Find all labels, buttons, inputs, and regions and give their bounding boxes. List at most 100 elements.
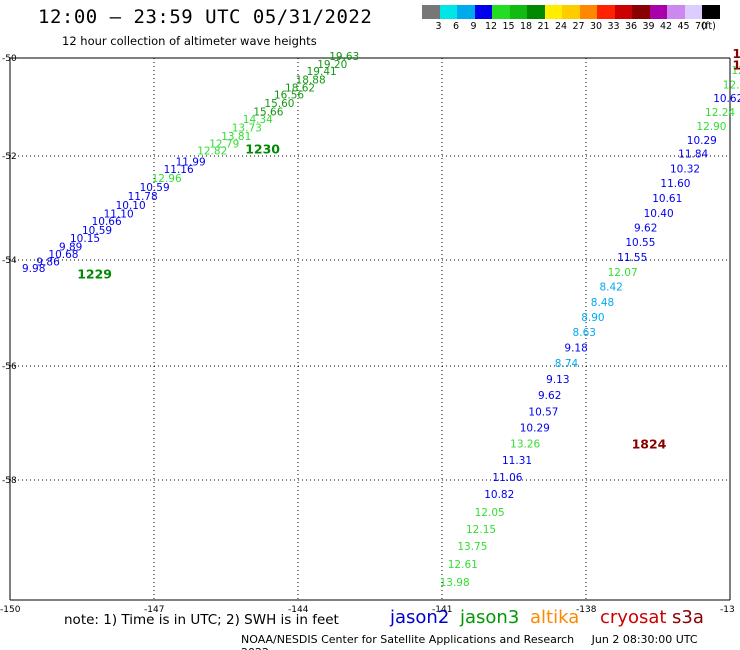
longitude-label: -141 [432, 605, 452, 615]
wave-height-value: 9.62 [634, 222, 657, 234]
wave-height-value: 12.61 [448, 559, 478, 571]
wave-height-value: 10.82 [484, 489, 514, 501]
wave-height-value: 9.89 [59, 242, 82, 254]
wave-height-value: 11.16 [164, 164, 194, 176]
scale-unit: (ft) [701, 21, 716, 32]
scale-label: 3 [435, 21, 442, 32]
wave-height-value: 9.62 [538, 390, 561, 402]
wave-height-value: 10.29 [520, 423, 550, 435]
scale-label: 6 [453, 21, 460, 32]
longitude-label: -13 [720, 605, 735, 615]
generated-timestamp: Jun 2 08:30:00 UTC 2022 [241, 633, 698, 650]
longitude-label: -147 [144, 605, 164, 615]
scale-swatch [544, 5, 562, 19]
scale-label: 15 [502, 21, 515, 32]
wave-height-value: 8.63 [573, 327, 596, 339]
wave-height-value: 13.26 [510, 439, 540, 451]
wave-height-value: 19.63 [329, 51, 359, 63]
wave-height-value: 12.05 [475, 507, 505, 519]
wave-height-value: 13.73 [232, 123, 262, 135]
longitude-label: -138 [576, 605, 597, 615]
satellite-legend-jason3: jason3 [460, 607, 520, 628]
wave-height-value: 13.98 [440, 577, 470, 589]
scale-label: 12 [485, 21, 498, 32]
wave-height-value: 18.62 [285, 82, 315, 94]
wave-height-value: 10.61 [652, 193, 682, 205]
wave-height-value: 8.74 [555, 358, 579, 370]
wave-height-value: 19.41 [307, 66, 337, 78]
wave-height-value: 10.29 [687, 135, 717, 147]
wave-height-value: 9.86 [36, 256, 60, 268]
scale-label: 27 [572, 21, 585, 32]
wave-height-value: 8.42 [599, 282, 622, 294]
scale-label: 21 [537, 21, 550, 32]
wave-height-value: 12.90 [696, 121, 726, 133]
scale-swatch [702, 5, 720, 19]
wave-height-value: 12.79 [209, 139, 239, 151]
wave-height-value: 10.62 [713, 93, 740, 105]
latitude-label: -54 [2, 256, 17, 266]
track-time-label: 1824 [632, 437, 667, 452]
scale-swatch [509, 5, 527, 19]
wave-height-value: 10.15 [70, 233, 100, 245]
scale-label: 18 [520, 21, 533, 32]
latitude-label: -56 [2, 362, 17, 372]
wave-height-value: 11.84 [678, 149, 708, 161]
scale-swatch [439, 5, 457, 19]
scale-label: 30 [590, 21, 603, 32]
wave-height-value: 15.60 [264, 98, 294, 110]
scale-swatch [684, 5, 702, 19]
wave-height-value: 8.90 [581, 312, 604, 324]
scale-label: 9 [470, 21, 477, 32]
footer-credit-line: NOAA/NESDIS Center for Satellite Applica… [241, 633, 740, 650]
wave-height-value: 13.75 [457, 541, 487, 553]
scale-swatch [597, 5, 615, 19]
wave-height-value: 11.99 [176, 156, 206, 168]
scale-swatch [614, 5, 632, 19]
wave-height-value: 18.88 [296, 74, 326, 86]
scale-label: 45 [677, 21, 690, 32]
track-time-label: 1 [732, 46, 740, 61]
satellite-legend-cryosat: cryosat [600, 607, 667, 628]
wave-height-value: 16.56 [274, 90, 304, 102]
wave-height-value: 19.20 [317, 59, 347, 71]
scale-swatch [632, 5, 650, 19]
scale-swatch [527, 5, 545, 19]
wave-height-value: 9.13 [546, 374, 569, 386]
wave-height-value: 10.66 [92, 216, 122, 228]
scale-swatch [422, 5, 440, 19]
scale-label: 24 [555, 21, 568, 32]
wave-height-value: 13.81 [221, 131, 251, 143]
wave-height-value: 12.24 [705, 107, 735, 119]
wave-height-value: 15.66 [253, 106, 283, 118]
scale-swatch [579, 5, 597, 19]
wave-height-value: 10.59 [140, 182, 170, 194]
wave-height-value: 8.48 [591, 297, 614, 309]
scale-label: 70 [695, 21, 708, 32]
scale-swatch [649, 5, 667, 19]
wave-height-value: 11.31 [502, 455, 532, 467]
map-subtitle: 12 hour collection of altimeter wave hei… [62, 34, 317, 48]
scale-label: 33 [607, 21, 620, 32]
wave-height-value: 12.62 [731, 65, 740, 77]
scale-label: 42 [660, 21, 673, 32]
wave-height-value: 10.68 [48, 249, 78, 261]
scale-swatch [474, 5, 492, 19]
footer-note: note: 1) Time is in UTC; 2) SWH is in fe… [64, 612, 339, 628]
track-time-label: 1- [732, 57, 740, 72]
wave-height-value: 12.15 [466, 524, 496, 536]
scale-swatch [492, 5, 510, 19]
latitude-label: -58 [2, 476, 17, 486]
wave-height-value: 11.55 [617, 252, 647, 264]
wave-height-value: 12.82 [197, 146, 227, 158]
track-time-label: 1229 [77, 267, 112, 282]
scale-label: 36 [625, 21, 638, 32]
wave-height-value: 11.06 [492, 472, 522, 484]
credit-text: NOAA/NESDIS Center for Satellite Applica… [241, 633, 575, 646]
scale-swatch [667, 5, 685, 19]
wave-height-value: 12.33 [723, 79, 740, 91]
latitude-label: -52 [2, 152, 17, 162]
wave-height-value: 9.98 [22, 263, 45, 275]
